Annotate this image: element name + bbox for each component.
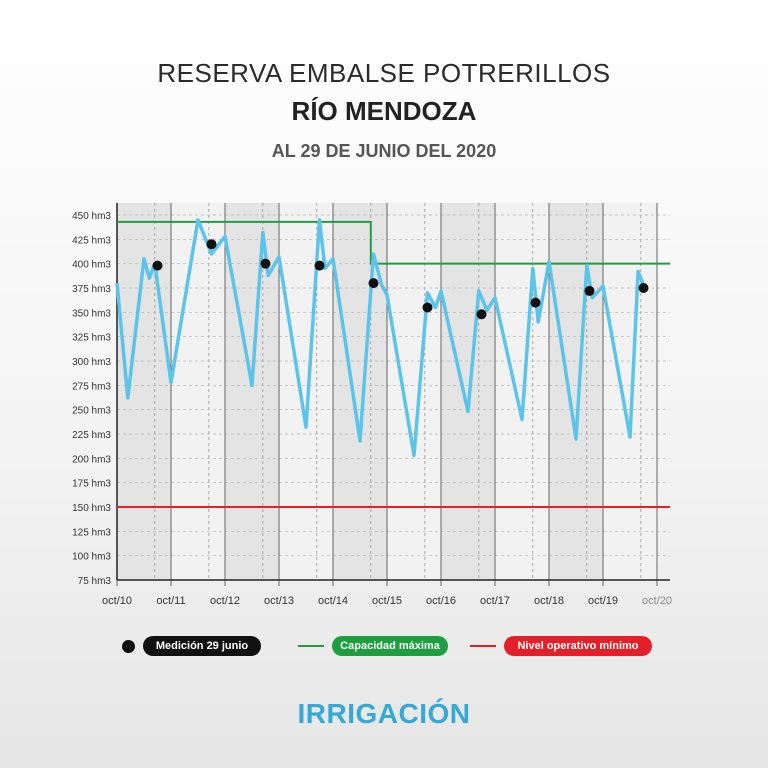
- year-band: [603, 203, 657, 580]
- chart-subtitle: RÍO MENDOZA: [291, 96, 477, 126]
- medicion-point: [206, 239, 217, 250]
- year-band: [549, 203, 603, 580]
- x-tick-label: oct/11: [156, 595, 185, 607]
- year-band: [225, 203, 279, 580]
- year-band: [333, 203, 387, 580]
- legend-green-line-icon: [298, 645, 324, 647]
- legend-dot-icon: [122, 639, 135, 653]
- brand-logo: IRRIGACIÓN: [0, 698, 768, 730]
- reserva-series-line: [115, 218, 646, 458]
- y-tick-label: 325 hm3: [72, 333, 111, 344]
- x-tick-label: oct/12: [210, 595, 240, 607]
- year-band: [495, 203, 549, 580]
- y-tick-label: 275 hm3: [72, 381, 111, 392]
- legend-medicion: Medición 29 junio: [122, 636, 261, 656]
- chart-date: AL 29 DE JUNIO DEL 2020: [271, 141, 497, 161]
- medicion-point: [584, 285, 595, 296]
- legend-capacidad-label: Capacidad máxima: [332, 636, 448, 656]
- y-tick-label: 350 hm3: [72, 308, 111, 319]
- medicion-point: [314, 260, 325, 271]
- y-tick-label: 125 hm3: [72, 527, 111, 538]
- y-tick-label: 100 hm3: [72, 552, 111, 563]
- x-tick-label: oct/14: [318, 595, 348, 607]
- year-band: [387, 203, 441, 580]
- brand-name: IRRIGACIÓN: [297, 698, 471, 729]
- chart-title: RESERVA EMBALSE POTRERILLOS: [157, 58, 611, 88]
- x-tick-label: oct/18: [534, 595, 564, 607]
- legend-minimo: Nivel operativo mínimo: [470, 636, 652, 656]
- y-tick-label: 175 hm3: [72, 479, 111, 490]
- medicion-point: [638, 283, 649, 293]
- y-tick-label: 300 hm3: [72, 357, 111, 368]
- capacidad-maxima-line: [117, 220, 670, 265]
- y-tick-label: 250 hm3: [72, 406, 111, 417]
- y-tick-label: 150 hm3: [72, 503, 111, 514]
- legend-minimo-label: Nivel operativo mínimo: [504, 636, 652, 656]
- legend-red-line-icon: [470, 645, 496, 647]
- x-tick-label: oct/15: [372, 595, 402, 607]
- x-tick-label: oct/16: [426, 595, 456, 607]
- y-tick-label: 400 hm3: [72, 260, 111, 271]
- x-tick-label: oct/17: [480, 595, 510, 607]
- y-tick-label: 375 hm3: [72, 284, 111, 295]
- x-tick-label: oct/13: [264, 595, 294, 607]
- x-tick-label: oct/19: [588, 595, 618, 607]
- medicion-point: [530, 297, 541, 308]
- y-tick-label: 75 hm3: [78, 576, 112, 587]
- y-tick-label: 450 hm3: [72, 211, 111, 222]
- medicion-point: [260, 258, 271, 269]
- medicion-point: [422, 302, 433, 313]
- legend-medicion-label: Medición 29 junio: [143, 636, 261, 656]
- medicion-point: [368, 278, 379, 289]
- y-tick-label: 225 hm3: [72, 430, 111, 441]
- y-tick-label: 200 hm3: [72, 454, 111, 465]
- year-band: [441, 203, 495, 580]
- legend-capacidad: Capacidad máxima: [298, 636, 448, 656]
- medicion-point: [152, 260, 163, 271]
- medicion-point: [476, 309, 487, 320]
- x-tick-label: oct/10: [102, 595, 132, 607]
- x-tick-label: oct/20: [642, 595, 672, 607]
- year-band: [171, 203, 225, 580]
- y-tick-label: 425 hm3: [72, 235, 111, 246]
